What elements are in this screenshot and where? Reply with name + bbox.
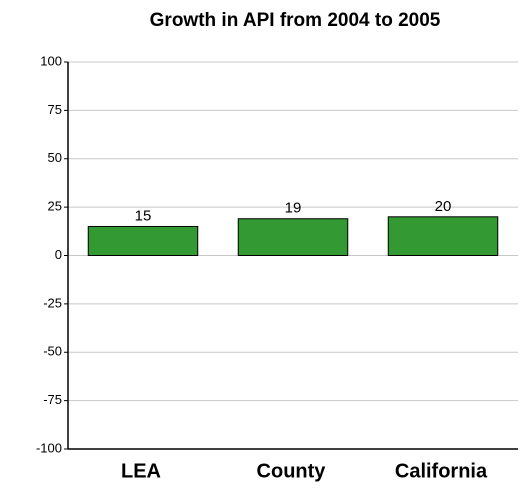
y-tick-label: 25 (48, 199, 62, 214)
y-tick-label: 0 (55, 247, 62, 262)
bar (387, 216, 499, 257)
value-label: 20 (435, 198, 452, 215)
x-tick-label: California (395, 460, 488, 482)
bar (87, 225, 199, 257)
x-tick-label: County (257, 460, 327, 482)
bar (237, 218, 349, 256)
value-label: 19 (285, 200, 302, 217)
value-label: 15 (135, 207, 152, 224)
y-tick-label: 100 (40, 53, 62, 68)
x-tick-label: LEA (121, 460, 161, 482)
y-tick-label: 50 (48, 150, 62, 165)
y-tick-label: -25 (43, 295, 62, 310)
y-tick-label: -100 (36, 440, 62, 455)
y-tick-label: -50 (43, 344, 62, 359)
chart-title: Growth in API from 2004 to 2005 (150, 10, 441, 31)
y-tick-label: 75 (48, 102, 62, 117)
y-tick-label: -75 (43, 392, 62, 407)
